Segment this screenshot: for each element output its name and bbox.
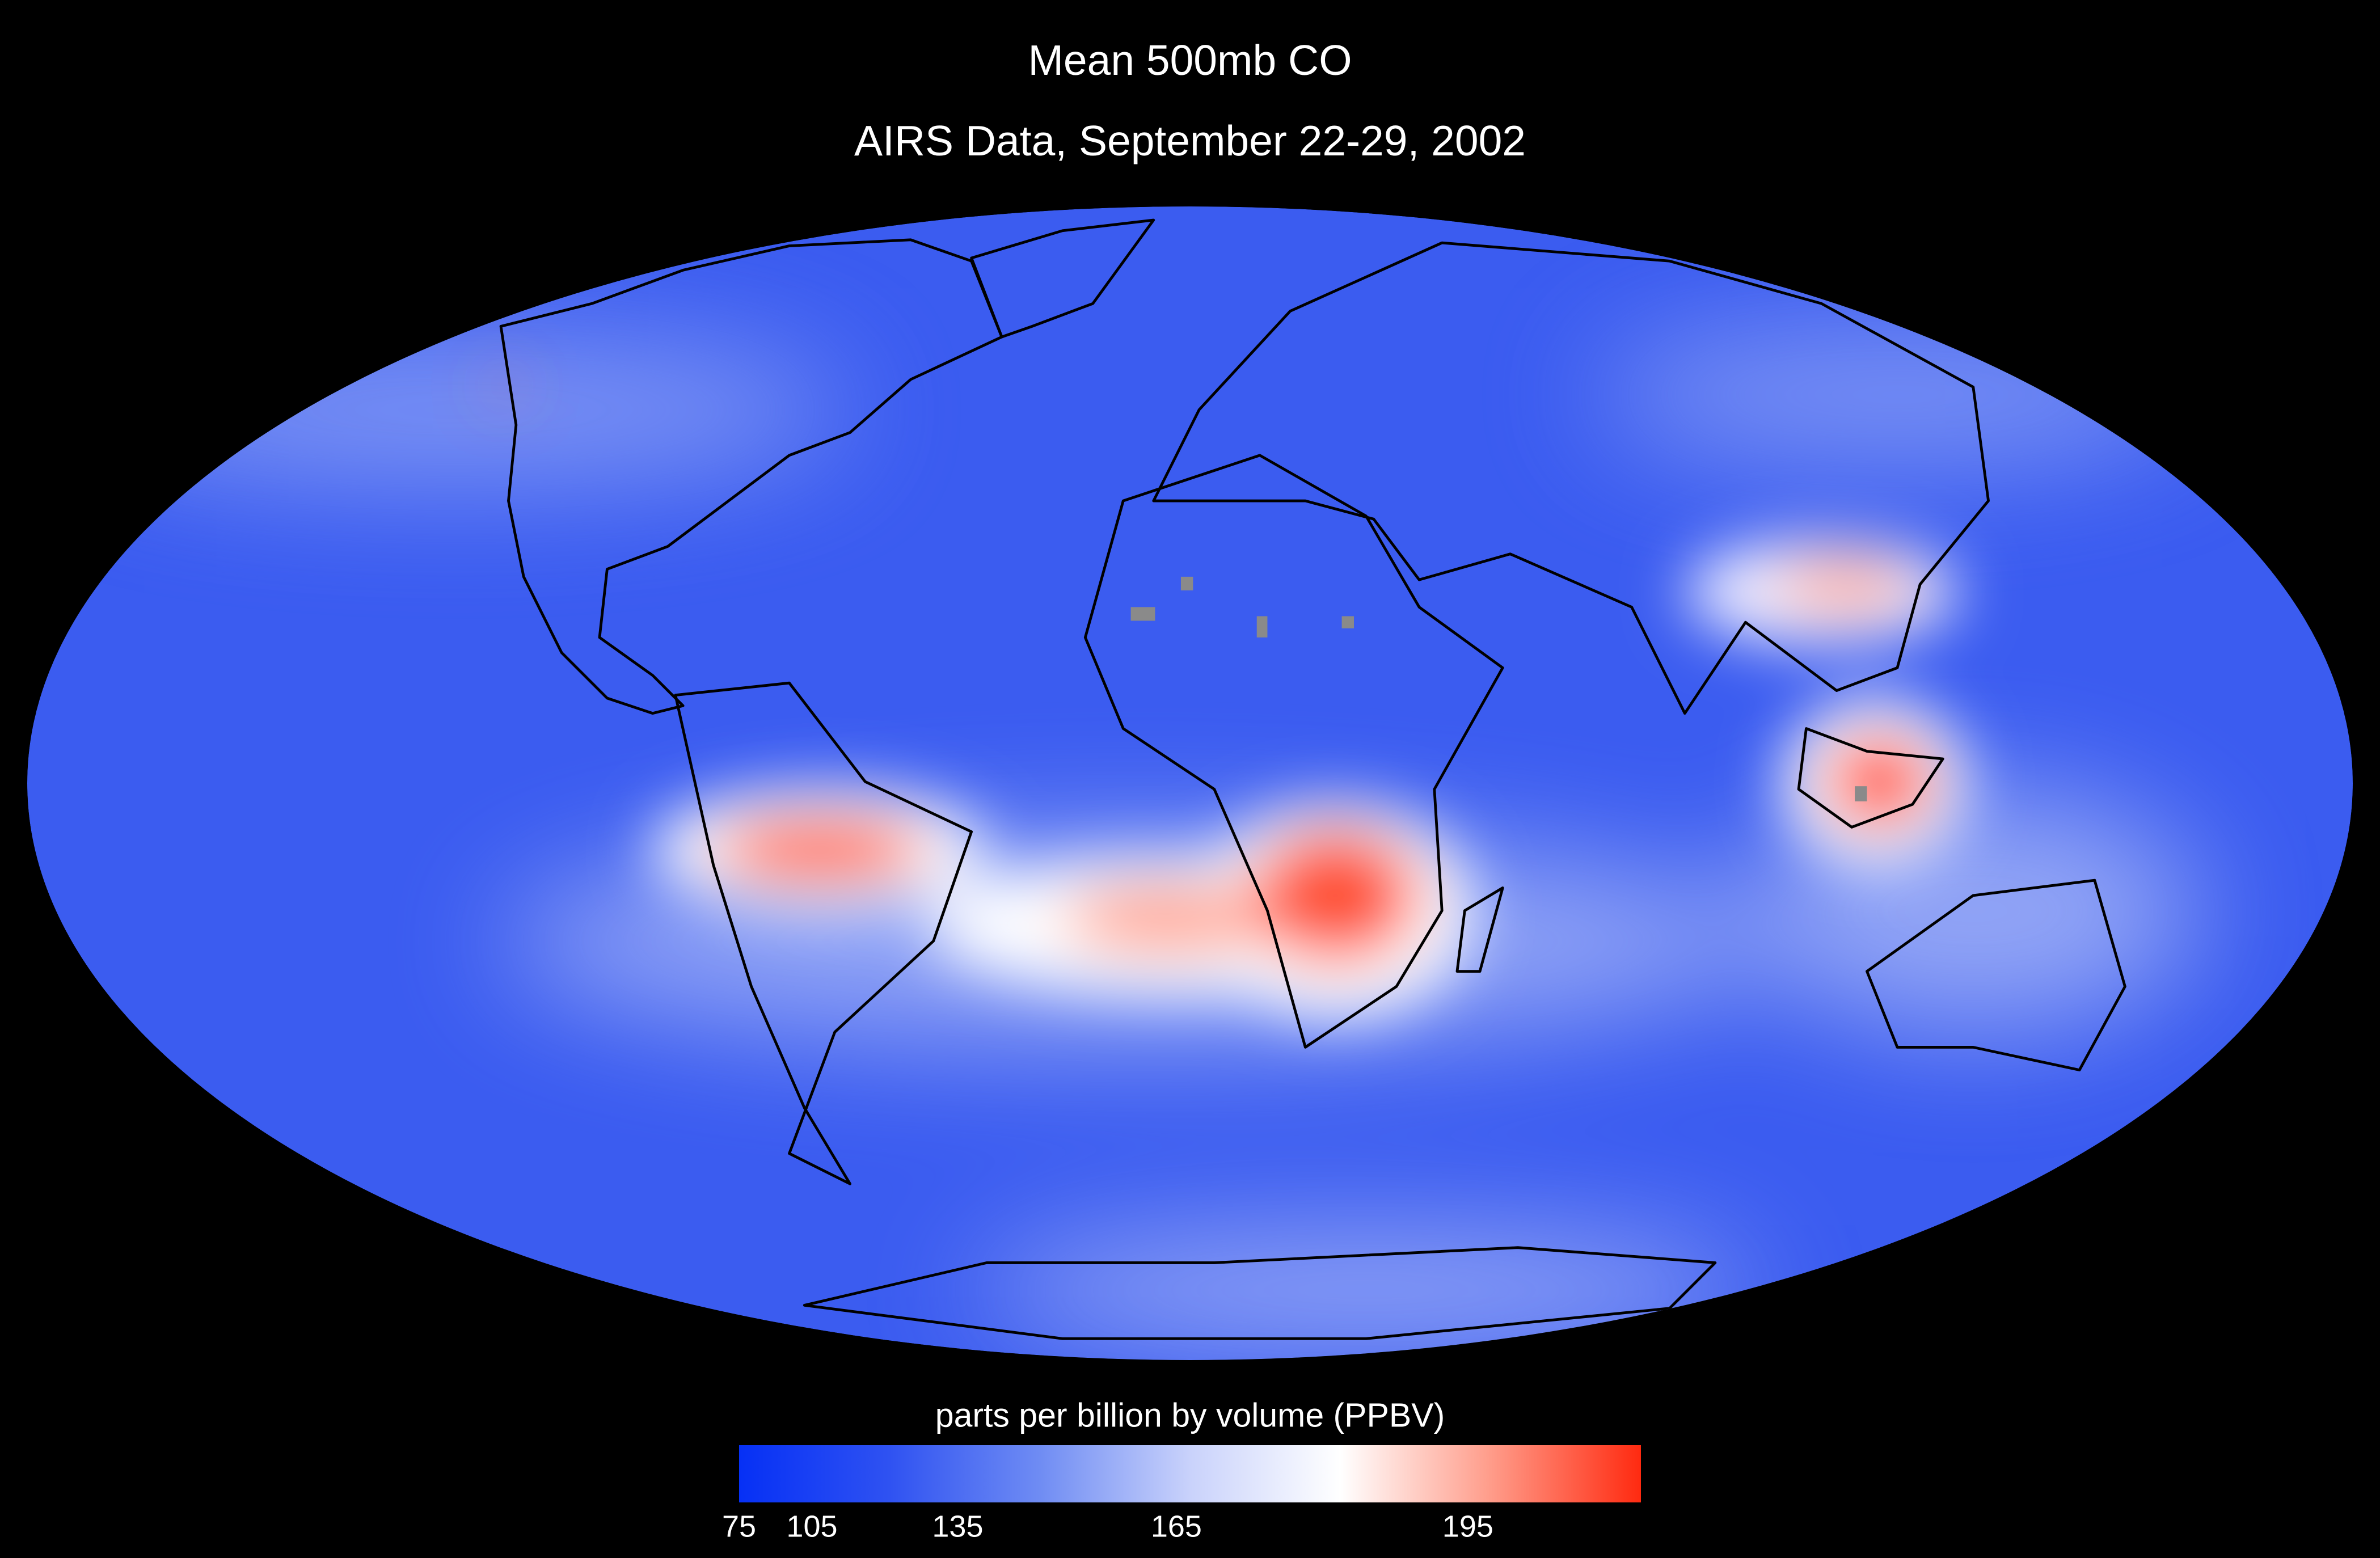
globe (27, 206, 2353, 1360)
colorbar-tick-label: 165 (1151, 1509, 1202, 1543)
colorbar-tick-label: 105 (786, 1509, 837, 1543)
subtitle: AIRS Data, September 22-29, 2002 (854, 117, 1526, 164)
title: Mean 500mb CO (1028, 36, 1352, 84)
colorbar-tick-label: 135 (932, 1509, 983, 1543)
co-field (61, 326, 2201, 1344)
colorbar-label: parts per billion by volume (PPBV) (935, 1397, 1445, 1434)
colorbar-tick-label: 195 (1442, 1509, 1493, 1543)
map (27, 206, 2353, 1360)
missing-data (1130, 576, 1867, 801)
colorbar (739, 1445, 1641, 1502)
colorbar-tick-label: 75 (722, 1509, 756, 1543)
coastlines (499, 218, 2126, 1340)
